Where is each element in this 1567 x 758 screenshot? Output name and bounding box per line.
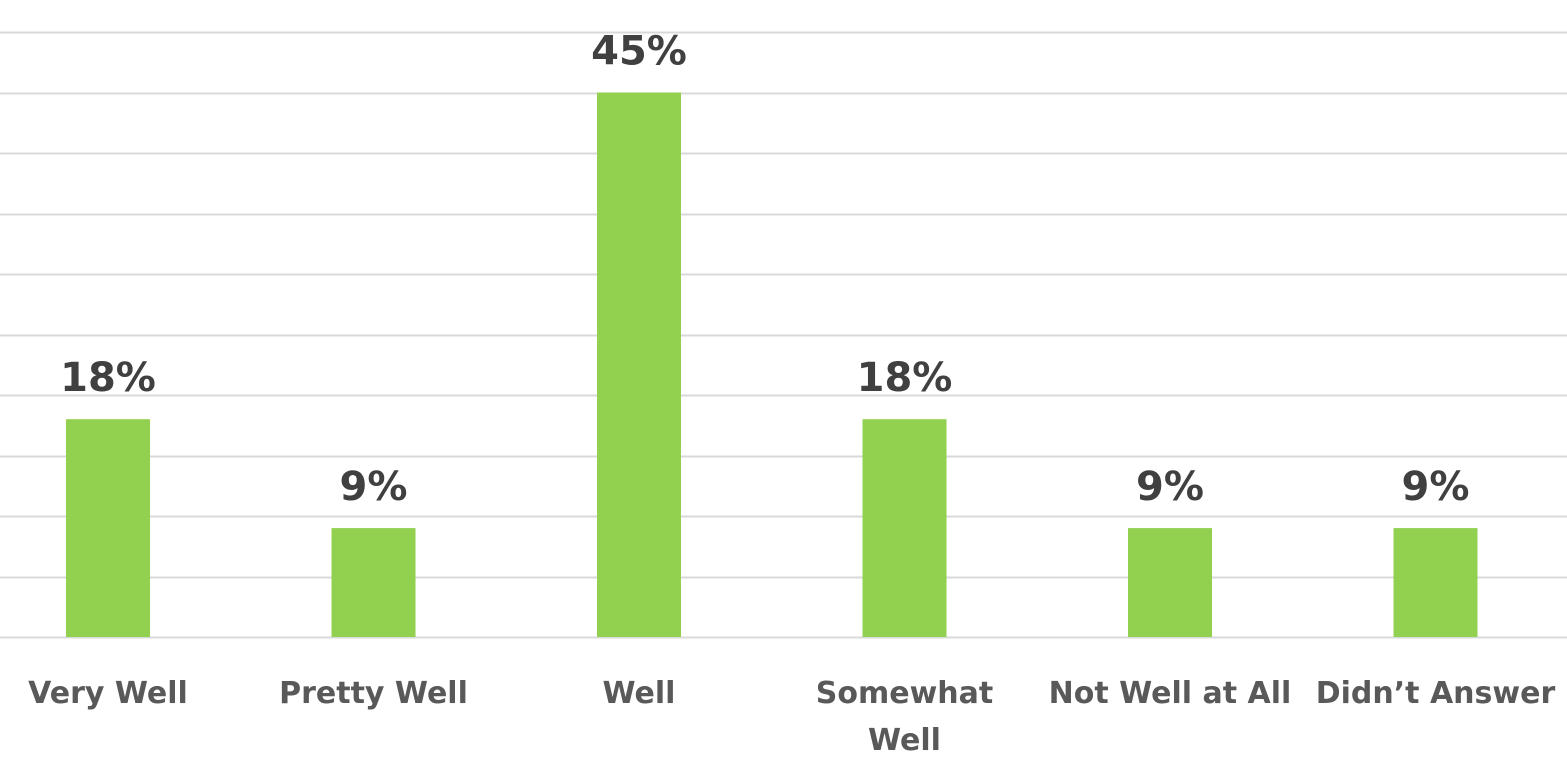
category-label: Well — [603, 676, 676, 711]
category-label: Pretty Well — [279, 676, 468, 711]
bar — [331, 528, 416, 637]
bar — [66, 419, 150, 637]
bar — [1128, 528, 1212, 637]
bar — [1393, 528, 1478, 637]
data-label: 45% — [591, 29, 687, 75]
category-label-line: Pretty Well — [279, 676, 468, 711]
category-label-line: Very Well — [28, 676, 188, 711]
category-label-line: Not Well at All — [1049, 676, 1292, 711]
category-label-line: Well — [868, 723, 941, 758]
category-labels: Very Well Pretty Well Well Somewhat Well Not … — [28, 676, 1555, 758]
category-label: Somewhat Well — [816, 676, 993, 758]
category-label: Not Well at All — [1049, 676, 1292, 711]
data-label: 18% — [857, 355, 953, 401]
data-label: 18% — [60, 355, 156, 401]
bar — [597, 92, 681, 637]
data-label: 9% — [340, 464, 408, 510]
bars — [66, 92, 1478, 637]
gridlines — [0, 31, 1567, 639]
data-label: 9% — [1136, 464, 1204, 510]
category-label-line: Well — [603, 676, 676, 711]
category-label: Didn’t Answer — [1316, 676, 1556, 711]
category-label-line: Didn’t Answer — [1316, 676, 1556, 711]
category-label: Very Well — [28, 676, 188, 711]
data-labels: 18% 9% 45% 18% 9% 9% — [60, 29, 1469, 511]
bar — [862, 419, 947, 637]
data-label: 9% — [1402, 464, 1470, 510]
category-label-line: Somewhat — [816, 676, 993, 711]
